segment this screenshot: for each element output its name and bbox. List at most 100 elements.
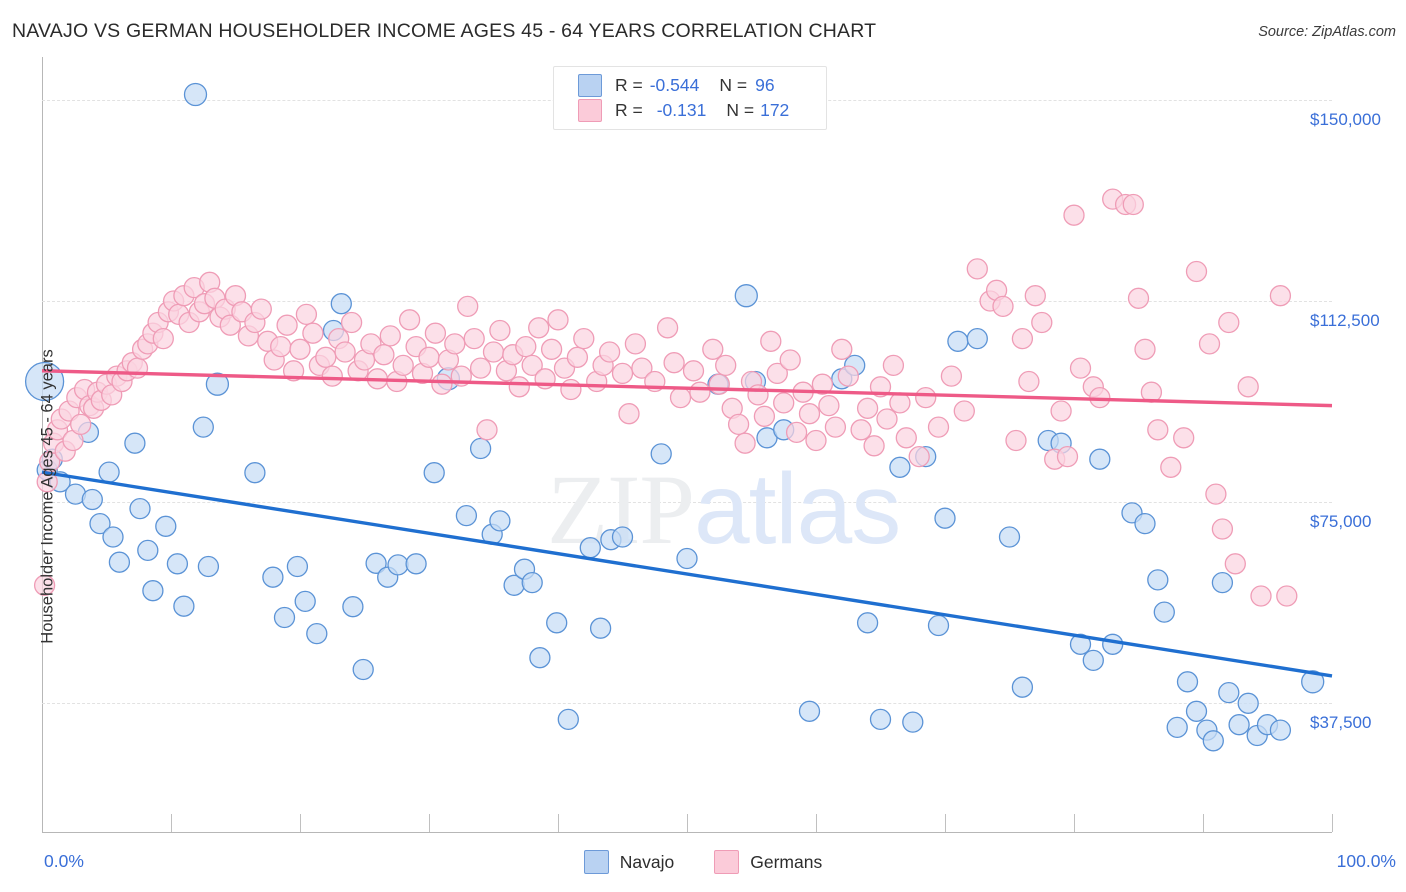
legend-n-label-navajo: N = [719,74,748,95]
data-point [908,445,930,468]
data-point [1005,429,1027,452]
y-axis-tick-label: $150,000 [1310,109,1381,129]
data-point [379,325,401,347]
data-point [334,341,356,363]
data-point [129,497,151,520]
data-point [142,580,164,602]
series-legend-item-navajo[interactable]: Navajo [583,850,674,874]
data-point [915,386,937,409]
data-point [1228,714,1250,736]
data-point [1063,204,1085,226]
gridline [42,703,1332,705]
data-point [192,416,214,438]
source-attribution: Source: ZipAtlas.com [1258,24,1396,40]
x-axis-tick [171,814,172,832]
data-point [340,311,363,334]
data-point [1153,601,1175,623]
data-point [352,658,374,681]
data-point [895,427,917,449]
data-point [124,432,146,454]
data-point [469,437,492,460]
data-point [1218,311,1240,334]
data-point [108,551,131,573]
data-point [547,309,569,331]
data-point [515,335,537,358]
data-point [398,309,421,331]
trendline-germans [41,369,1333,408]
x-axis-tick [300,814,301,832]
data-point [1147,419,1169,441]
data-point [682,360,705,382]
data-point [766,362,788,385]
gridline [42,502,1332,504]
data-point [270,335,292,358]
data-point [702,338,724,360]
data-point [927,614,950,637]
y-axis-tick-label: $37,500 [1310,713,1372,733]
data-point [457,295,479,318]
legend-r-value-navajo: -0.544 [649,74,700,95]
series-legend-item-germans[interactable]: Germans [714,850,822,874]
data-point [373,344,395,366]
y-axis-tick-label: $75,000 [1310,512,1372,532]
gridline [42,301,1332,303]
data-point [676,547,698,570]
data-point [262,566,284,588]
data-point [392,354,414,377]
data-point [529,647,551,669]
series-swatch-navajo [583,850,609,874]
data-point [387,554,409,576]
series-navajo [24,82,1325,752]
data-point [405,553,427,575]
data-point [869,708,892,731]
data-point [1237,376,1259,398]
series-legend: Navajo Germans [0,850,1406,874]
data-point [424,322,447,344]
data-point [663,352,685,374]
data-point [966,327,988,350]
data-point [785,421,808,444]
data-point [476,419,498,441]
x-axis-tick [816,814,817,832]
data-point [295,303,318,326]
data-point [889,456,911,478]
data-point [611,526,634,548]
data-point [286,555,309,578]
data-point [521,571,543,594]
data-point [219,314,241,336]
legend-stat-row-navajo: R = -0.544 N = 96 [578,73,775,97]
data-point [631,357,653,379]
data-point [1276,585,1298,607]
data-point [773,392,795,414]
data-point [850,419,872,441]
data-point [102,526,124,548]
data-point [1198,333,1221,355]
data-point [1024,285,1046,307]
data-point [1056,445,1079,468]
data-point [306,622,328,645]
data-point [294,590,316,613]
data-point [689,381,711,403]
data-point [89,512,111,535]
data-point [302,322,324,344]
data-point [423,462,445,484]
data-point [589,617,612,639]
legend-n-value-germans: 172 [760,99,790,120]
x-axis-tick [429,814,430,832]
data-point [624,333,647,355]
data-point [81,488,103,511]
data-point [482,341,505,363]
data-point [1050,400,1072,422]
data-point [1069,633,1092,655]
data-point [727,413,750,436]
data-point [1122,193,1144,216]
data-point [1202,730,1224,752]
data-point [760,330,782,352]
data-point [856,612,879,634]
data-point [953,400,975,422]
data-point [669,386,692,409]
data-point [1134,338,1156,360]
data-point [273,606,296,629]
plot-area: ZIPatlas Householder Income Ages 45 - 64… [24,57,1333,832]
data-point [573,327,595,350]
